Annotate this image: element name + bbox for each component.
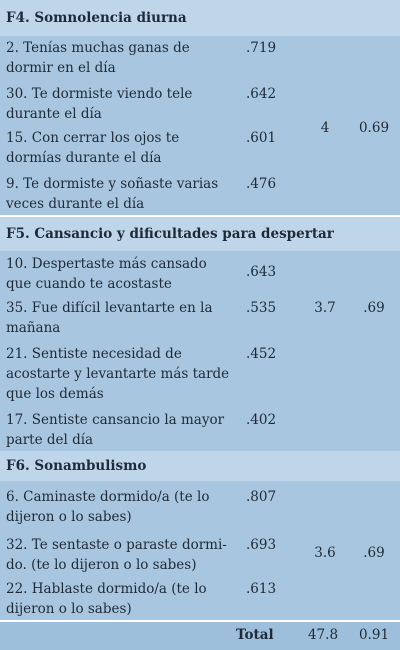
factor-items-count: 3.7 — [314, 300, 336, 316]
factor-alpha: .69 — [363, 300, 385, 316]
factor-header-f6: F6. Sonambulismo — [0, 451, 400, 481]
item-text: 17. Sentiste cansancio la mayor parte de… — [6, 412, 225, 448]
item-text: 9. Te dormiste y soñaste varias veces du… — [6, 176, 219, 212]
item-loading: .642 — [246, 86, 277, 102]
item-text: 32. Te sentaste o paraste dormi- do. (te… — [6, 537, 227, 573]
item-loading: .807 — [246, 489, 277, 505]
item-loading: .601 — [246, 130, 277, 146]
item-text: 35. Fue difícil levantarte en la mañana — [6, 300, 213, 336]
item-loading: .693 — [246, 537, 277, 553]
factor-alpha: .69 — [363, 545, 385, 561]
total-alpha: 0.91 — [358, 627, 390, 643]
item-loading: .452 — [246, 346, 277, 362]
item-text: 6. Caminaste dormido/a (te lo dijeron o … — [6, 489, 210, 525]
factor-header-text: F6. Sonambulismo — [6, 458, 147, 474]
item-text: 30. Te dormiste viendo tele durante el d… — [6, 86, 193, 122]
total-items: 47.8 — [307, 627, 339, 643]
item-loading: .613 — [246, 581, 277, 597]
item-text: 2. Tenías muchas ganas de dormir en el d… — [6, 40, 190, 76]
total-row: Total 47.8 0.91 — [0, 620, 400, 650]
item-text: 22. Hablaste dormido/a (te lo dijeron o … — [6, 581, 207, 617]
factor-alpha: 0.69 — [358, 120, 390, 136]
item-text: 10. Despertaste más cansado que cuando t… — [6, 256, 207, 292]
item-loading: .719 — [246, 40, 277, 56]
item-text: 21. Sentiste necesidad de acostarte y le… — [6, 346, 230, 402]
item-text: 15. Con cerrar los ojos te dormías duran… — [6, 130, 180, 166]
item-loading: .535 — [246, 300, 277, 316]
factor-items-count: 3.6 — [314, 545, 336, 561]
item-loading: .476 — [246, 176, 277, 192]
factor-items-count: 4 — [320, 120, 330, 136]
factor-header-text: F4. Somnolencia diurna — [6, 10, 187, 26]
section-divider — [0, 215, 400, 217]
item-loading: .643 — [246, 264, 277, 280]
total-label: Total — [236, 627, 274, 643]
factor-header-f4: F4. Somnolencia diurna — [0, 0, 400, 36]
item-loading: .402 — [246, 412, 277, 428]
factor-header-text: F5. Cansancio y dificultades para desper… — [6, 226, 334, 242]
factor-header-f5: F5. Cansancio y dificultades para desper… — [0, 217, 400, 251]
